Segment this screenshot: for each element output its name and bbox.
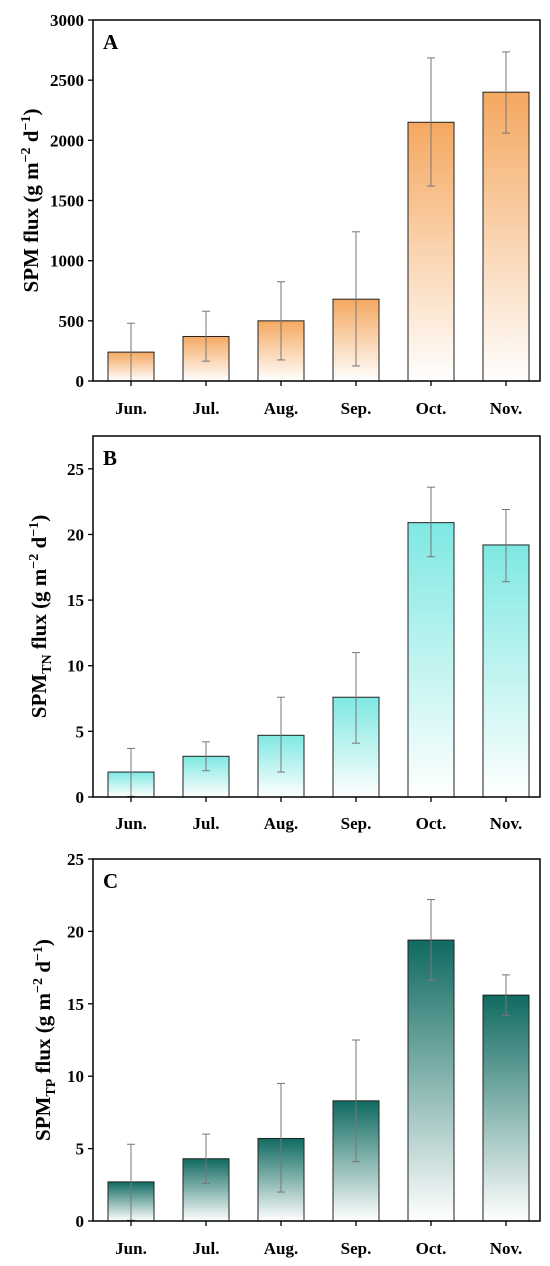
x-tick-label: Oct. (416, 399, 447, 418)
chart-panel-c: 0 5 10 15 20 25 Jun. Jul. Aug. Sep. Oct. Nov. C SPMTP… (31, 850, 541, 1258)
error-bar (427, 57, 435, 187)
y-tick-label: 20 (67, 525, 84, 544)
error-bar (427, 486, 435, 558)
x-tick-label: Nov. (490, 1239, 523, 1258)
x-tick-label: Jul. (193, 1239, 220, 1258)
y-tick-label: 2000 (50, 131, 84, 150)
x-tick-label: Jun. (115, 814, 147, 833)
plot-frame (92, 19, 541, 382)
y-axis-label-part: ) (31, 939, 55, 946)
y-axis-label: SPMTN flux (g m−2 d−1) (27, 515, 55, 718)
bar-nov (482, 994, 530, 1222)
y-tick-label: 15 (67, 591, 84, 610)
y-tick-label: 500 (59, 312, 85, 331)
plot-frame (92, 858, 541, 1222)
panel-letter: A (103, 30, 119, 54)
y-tick-label: 5 (76, 1140, 85, 1159)
error-bar (202, 741, 210, 772)
error-bar (352, 652, 360, 744)
y-axis-label-sub: TN (40, 654, 55, 673)
y-tick-label: 10 (67, 1067, 84, 1086)
y-axis-label-part: flux (g m (31, 992, 55, 1078)
x-tick-label: Oct. (416, 1239, 447, 1258)
y-tick-label: 1500 (50, 192, 84, 211)
y-axis-label-sup: −1 (19, 116, 34, 131)
bar-nov (482, 544, 530, 798)
y-tick-label: 0 (76, 788, 85, 807)
y-tick-label: 0 (76, 372, 85, 391)
y-tick-label: 25 (67, 460, 84, 479)
error-bar (352, 231, 360, 367)
y-axis-label: SPMTP flux (g m−2 d−1) (31, 939, 59, 1141)
y-tick-label: 2500 (50, 71, 84, 90)
y-axis-label-sup: −2 (27, 554, 42, 569)
x-tick-label: Sep. (341, 814, 372, 833)
error-bar (277, 696, 285, 773)
bar-oct (407, 522, 455, 798)
y-tick-label: 15 (67, 995, 84, 1014)
x-tick-label: Jun. (115, 399, 147, 418)
error-bar (502, 509, 510, 583)
y-axis-label-sub: TP (44, 1078, 59, 1096)
x-tick-label: Sep. (341, 1239, 372, 1258)
error-bar (277, 1082, 285, 1193)
y-axis-label-sup: −2 (31, 978, 46, 993)
error-bar (277, 281, 285, 361)
x-tick-label: Nov. (490, 399, 523, 418)
y-axis-label-sup: −2 (19, 147, 34, 162)
panel-letter: B (103, 446, 117, 470)
y-tick-label: 1000 (50, 252, 84, 271)
x-tick-label: Jul. (193, 399, 220, 418)
error-bar (502, 974, 510, 1016)
error-bar (502, 51, 510, 134)
y-axis-label-part: d (19, 130, 43, 147)
bar-nov (482, 91, 530, 382)
panel-letter: C (103, 869, 118, 893)
y-axis-label: SPM flux (g m−2 d−1) (19, 109, 43, 293)
x-tick-label: Jun. (115, 1239, 147, 1258)
x-tick-label: Aug. (264, 814, 298, 833)
bar-oct (407, 939, 455, 1222)
y-axis-label-part: SPM flux (g m (19, 162, 43, 293)
y-axis-label-sup: −1 (27, 522, 42, 537)
error-bar (202, 310, 210, 362)
error-bar (352, 1039, 360, 1163)
x-tick-label: Aug. (264, 1239, 298, 1258)
x-tick-label: Jul. (193, 814, 220, 833)
error-bar (427, 899, 435, 982)
x-tick-label: Sep. (341, 399, 372, 418)
chart-panel-b: 0 5 10 15 20 25 Jun. Jul. Aug. Sep. Oct. Nov. B SPMTN… (27, 435, 541, 833)
y-axis-label-part: flux (g m (27, 568, 51, 654)
y-tick-label: 5 (76, 722, 85, 741)
x-tick-label: Aug. (264, 399, 298, 418)
y-tick-label: 20 (67, 922, 84, 941)
x-tick-label: Nov. (490, 814, 523, 833)
y-tick-label: 3000 (50, 11, 84, 30)
y-axis-label-part: ) (27, 515, 51, 522)
y-axis-label-part: SPM (31, 1096, 55, 1141)
y-axis-label-part: d (27, 536, 51, 553)
y-axis-label-part: d (31, 961, 55, 978)
error-bar (202, 1133, 210, 1184)
y-tick-label: 10 (67, 657, 84, 676)
y-tick-label: 0 (76, 1212, 85, 1231)
y-axis-label-sup: −1 (31, 946, 46, 961)
plot-frame (92, 435, 541, 798)
x-tick-label: Oct. (416, 814, 447, 833)
y-tick-label: 25 (67, 850, 84, 869)
y-axis-label-part: ) (19, 109, 43, 116)
chart-panel-a: 0 500 1000 1500 2000 2500 3000 Jun. Jul. Aug. Sep.… (19, 11, 541, 418)
y-axis-label-part: SPM (27, 674, 51, 719)
